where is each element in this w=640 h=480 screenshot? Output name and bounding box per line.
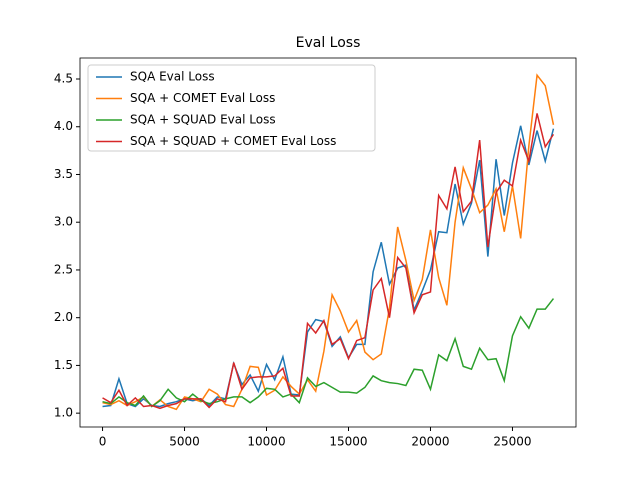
- series-line: [102, 113, 555, 410]
- legend-label: SQA Eval Loss: [130, 70, 215, 84]
- y-tick-label: 1.5: [54, 358, 73, 372]
- y-tick-label: 2.0: [54, 310, 73, 324]
- legend-label: SQA + SQUAD + COMET Eval Loss: [130, 134, 336, 148]
- legend-box: [87, 64, 376, 152]
- series-line: [102, 298, 555, 408]
- series-line: [102, 73, 555, 411]
- y-tick-label: 3.5: [54, 167, 73, 181]
- plot-frame: [79, 57, 577, 428]
- x-tick-label: 25000: [493, 435, 531, 449]
- legend-label: SQA + COMET Eval Loss: [130, 91, 275, 105]
- y-tick-label: 2.5: [54, 262, 73, 276]
- y-tick-label: 3.0: [54, 215, 73, 229]
- y-tick-label: 4.5: [54, 72, 73, 86]
- chart-title: Eval Loss: [296, 35, 361, 51]
- y-tick-label: 4.0: [54, 119, 73, 133]
- legend-label: SQA + SQUAD Eval Loss: [130, 113, 276, 127]
- y-tick-label: 1.0: [54, 406, 73, 420]
- x-tick-label: 15000: [329, 435, 367, 449]
- x-tick-label: 10000: [247, 435, 285, 449]
- x-tick-label: 5000: [169, 435, 200, 449]
- x-tick-label: 0: [99, 435, 107, 449]
- x-tick-label: 20000: [411, 435, 449, 449]
